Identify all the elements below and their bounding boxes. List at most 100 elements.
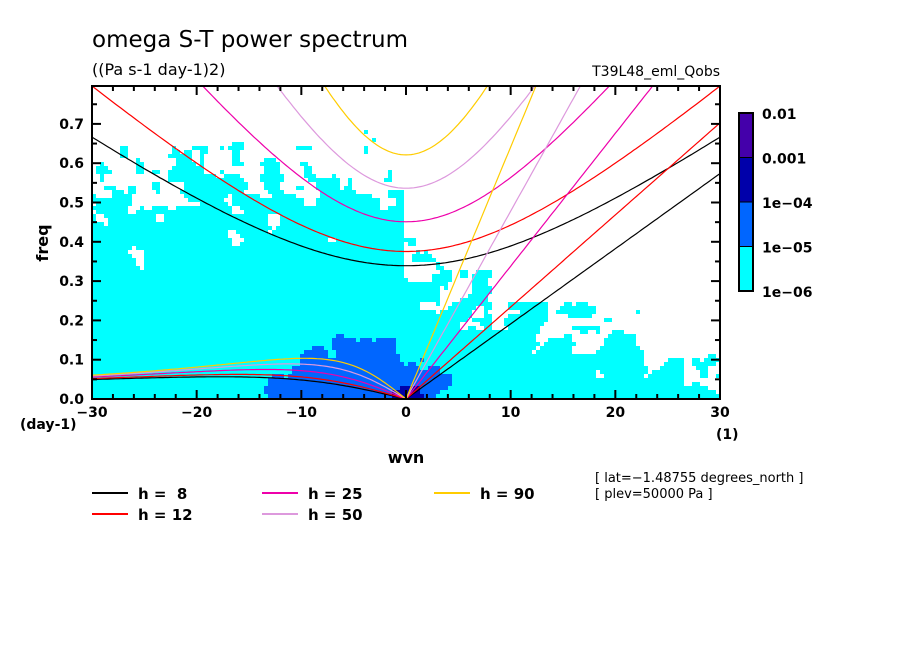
contour-cell-level-0 [272,354,276,358]
contour-cell-level-0 [376,246,380,250]
contour-cell-level-0 [328,306,332,310]
contour-cell-level-0 [468,350,472,354]
contour-cell-level-0 [128,330,132,334]
contour-cell-level-0 [200,186,204,190]
contour-cell-level-0 [536,330,540,334]
contour-cell-level-0 [296,234,300,238]
contour-cell-level-0 [612,374,616,378]
contour-cell-level-0 [268,178,272,182]
contour-cell-level-0 [328,294,332,298]
contour-cell-level-0 [180,174,184,178]
contour-cell-level-0 [264,314,268,318]
contour-cell-level-0 [492,330,496,334]
contour-cell-level-0 [248,202,252,206]
contour-cell-level-0 [216,250,220,254]
contour-cell-level-0 [292,346,296,350]
contour-cell-level-0 [400,254,404,258]
contour-cell-level-0 [164,378,168,382]
contour-cell-level-0 [128,362,132,366]
contour-cell-level-0 [544,318,548,322]
contour-cell-level-0 [224,306,228,310]
contour-cell-level-0 [244,346,248,350]
contour-cell-level-0 [472,294,476,298]
contour-cell-level-0 [176,346,180,350]
contour-cell-level-0 [104,198,108,202]
contour-cell-level-0 [384,290,388,294]
contour-cell-level-0 [184,318,188,322]
contour-cell-level-0 [632,366,636,370]
contour-cell-level-0 [508,370,512,374]
contour-cell-level-0 [564,334,568,338]
contour-cell-level-0 [432,298,436,302]
contour-cell-level-0 [476,378,480,382]
contour-cell-level-0 [268,334,272,338]
contour-cell-level-0 [256,382,260,386]
contour-cell-level-0 [104,170,108,174]
contour-cell-level-0 [492,354,496,358]
contour-cell-level-0 [216,270,220,274]
contour-cell-level-0 [352,274,356,278]
contour-cell-level-0 [120,146,124,150]
contour-cell-level-0 [296,306,300,310]
contour-cell-level-0 [572,342,576,346]
contour-cell-level-0 [260,198,264,202]
contour-cell-level-0 [128,370,132,374]
contour-cell-level-0 [112,198,116,202]
contour-cell-level-0 [144,286,148,290]
contour-cell-level-0 [160,210,164,214]
contour-cell-level-0 [604,378,608,382]
contour-cell-level-0 [324,238,328,242]
contour-cell-level-0 [132,186,136,190]
contour-cell-level-0 [100,174,104,178]
contour-cell-level-0 [440,338,444,342]
contour-cell-level-0 [544,314,548,318]
contour-cell-level-0 [344,278,348,282]
contour-cell-level-0 [204,310,208,314]
contour-cell-level-0 [148,342,152,346]
contour-cell-level-0 [408,242,412,246]
contour-cell-level-0 [280,342,284,346]
contour-cell-level-0 [380,290,384,294]
contour-cell-level-0 [272,202,276,206]
contour-cell-level-0 [264,346,268,350]
contour-cell-level-0 [196,230,200,234]
contour-cell-level-0 [284,250,288,254]
contour-cell-level-0 [92,346,96,350]
contour-cell-level-0 [360,294,364,298]
contour-cell-level-0 [352,322,356,326]
contour-cell-level-0 [372,250,376,254]
contour-cell-level-0 [184,302,188,306]
contour-cell-level-1 [336,334,340,338]
contour-cell-level-0 [624,370,628,374]
contour-cell-level-0 [244,350,248,354]
contour-cell-level-0 [288,286,292,290]
contour-cell-level-0 [164,222,168,226]
contour-cell-level-0 [296,262,300,266]
contour-cell-level-0 [192,278,196,282]
contour-cell-level-0 [220,230,224,234]
contour-cell-level-0 [364,290,368,294]
contour-cell-level-0 [396,274,400,278]
contour-cell-level-0 [180,230,184,234]
contour-cell-level-0 [356,214,360,218]
contour-cell-level-0 [176,322,180,326]
contour-cell-level-0 [464,350,468,354]
contour-cell-level-1 [320,354,324,358]
contour-cell-level-0 [340,190,344,194]
contour-cell-level-0 [124,262,128,266]
contour-cell-level-0 [212,266,216,270]
contour-cell-level-0 [164,334,168,338]
contour-cell-level-0 [160,346,164,350]
contour-cell-level-0 [444,278,448,282]
contour-cell-level-0 [244,234,248,238]
contour-cell-level-0 [128,298,132,302]
contour-cell-level-0 [356,222,360,226]
contour-cell-level-0 [172,294,176,298]
contour-cell-level-0 [192,298,196,302]
contour-cell-level-0 [196,350,200,354]
contour-cell-level-0 [192,274,196,278]
contour-cell-level-0 [92,310,96,314]
contour-cell-level-0 [564,350,568,354]
contour-cell-level-0 [396,290,400,294]
contour-cell-level-0 [104,314,108,318]
